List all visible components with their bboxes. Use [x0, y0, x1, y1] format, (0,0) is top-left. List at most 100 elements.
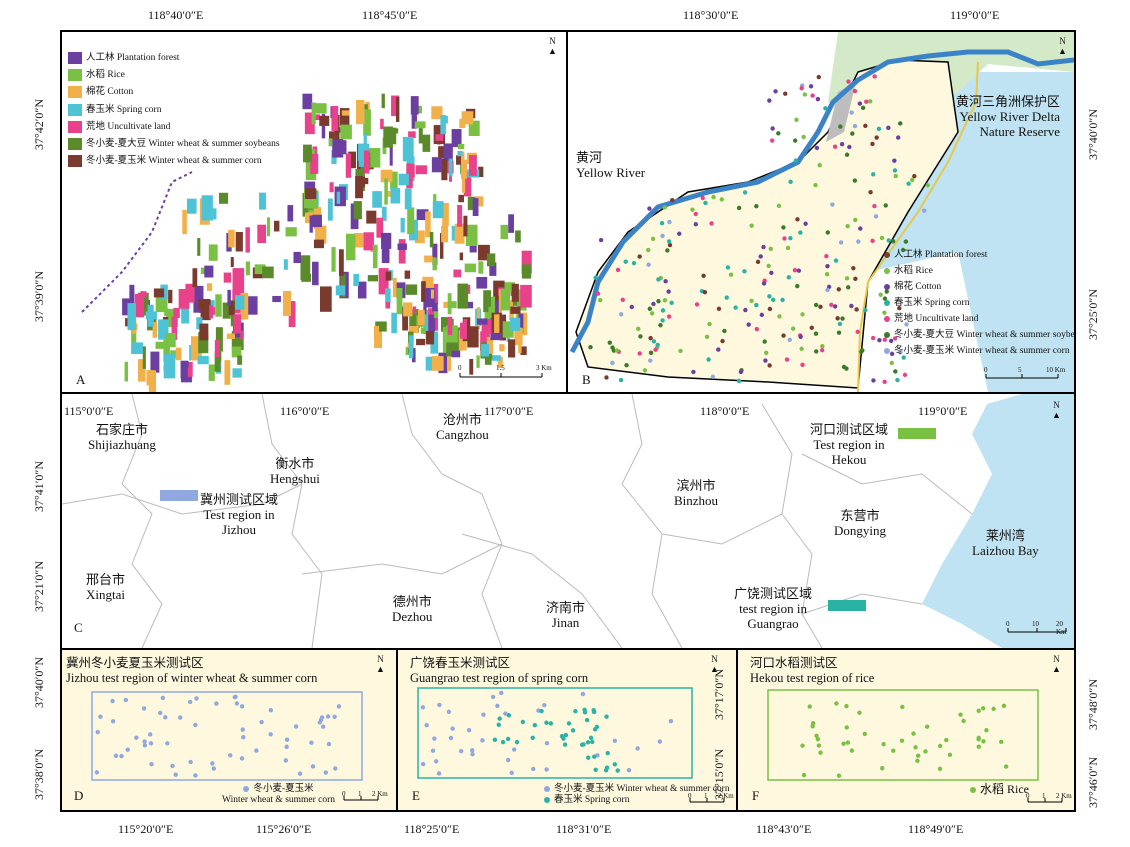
legend-a-entry-item: 冬小麦-夏玉米 Winter wheat & summer corn [68, 155, 280, 168]
sample-point [832, 144, 838, 149]
sample-point [448, 735, 454, 741]
sample-point [626, 768, 632, 773]
sample-point [893, 173, 898, 179]
sample-point [862, 731, 867, 737]
sample-point [810, 93, 815, 98]
sample-point [813, 302, 819, 308]
sample-point [818, 304, 823, 310]
sample-point [113, 753, 119, 758]
tick-c-119: 119°0′0″E [918, 404, 968, 418]
sample-point [505, 757, 511, 763]
field-parcel [208, 244, 218, 261]
field-parcel [441, 225, 449, 243]
sample-point [788, 236, 793, 241]
sample-point [808, 84, 814, 89]
sample-point [724, 295, 729, 300]
field-parcel [171, 316, 178, 340]
sample-point [320, 724, 326, 729]
sample-point [123, 697, 129, 703]
field-parcel [478, 261, 484, 274]
sample-point [662, 205, 667, 210]
sample-point [239, 756, 245, 761]
sample-point [736, 205, 742, 211]
scale-c-1: 10 [1032, 620, 1039, 628]
field-parcel [226, 333, 235, 339]
scale-b-0: 0 [984, 366, 988, 374]
reserve-label: 黄河三角洲保护区 Yellow River Delta Nature Reserve [956, 94, 1061, 139]
field-parcel [313, 239, 324, 249]
field-parcel [385, 190, 396, 197]
field-parcel [420, 327, 426, 334]
legend-swatch [68, 86, 82, 99]
field-parcel [372, 191, 382, 208]
region-guangrao-swatch [828, 600, 866, 611]
field-parcel [408, 131, 416, 139]
sample-point [783, 91, 788, 96]
field-parcel [454, 223, 465, 244]
sample-point [595, 291, 601, 296]
sample-point [604, 714, 609, 719]
sample-point [539, 708, 544, 714]
field-parcel [451, 129, 462, 148]
field-parcel [433, 283, 439, 305]
scale-c-2: 20 Km [1056, 620, 1067, 636]
sample-point [615, 267, 621, 273]
sample-point [333, 766, 338, 771]
field-parcel [273, 220, 280, 232]
field-parcel [518, 313, 524, 328]
field-parcel [381, 245, 390, 264]
sample-point [636, 326, 641, 332]
sample-point [884, 289, 889, 294]
legend-a-entry-item: 水稻 Rice [68, 69, 280, 82]
field-parcel [283, 290, 292, 316]
field-parcel [199, 323, 209, 341]
field-parcel [478, 244, 490, 261]
sample-point [807, 704, 812, 709]
tick-e-118-31: 118°31′0″E [556, 822, 612, 836]
sample-point [749, 298, 754, 304]
sample-point [709, 221, 714, 226]
field-parcel [467, 326, 479, 348]
field-parcel [164, 308, 169, 316]
sample-point [254, 748, 259, 753]
yellow-river-label: 黄河 Yellow River [576, 150, 646, 180]
field-parcel [468, 120, 480, 136]
sample-point [825, 287, 830, 293]
sample-point [420, 761, 426, 767]
sample-point [738, 369, 744, 375]
field-parcel [461, 172, 466, 193]
field-parcel [481, 319, 492, 334]
sample-point [819, 348, 825, 353]
sample-point [490, 694, 496, 700]
sample-point [803, 221, 808, 226]
legend-b-entry-item: 春玉米 Spring corn [884, 298, 1074, 309]
field-parcel [498, 289, 502, 316]
scale-a-1: 1.5 [496, 364, 505, 372]
sample-point [450, 726, 455, 731]
sample-point [580, 691, 586, 697]
field-parcel [341, 110, 350, 116]
sample-point [769, 270, 774, 276]
field-parcel [232, 268, 245, 293]
sample-point [607, 340, 612, 345]
field-parcel [428, 314, 436, 340]
sample-point [149, 762, 154, 767]
field-parcel [383, 126, 393, 148]
scale-e-0: 0 [688, 792, 692, 800]
city-dezhou: 德州市 Dezhou [392, 594, 433, 624]
sample-point [788, 179, 793, 184]
sample-point [733, 305, 738, 310]
sample-point [570, 728, 576, 733]
field-parcel [334, 186, 346, 207]
sample-point [663, 279, 668, 284]
sample-point [937, 743, 943, 749]
legend-label: 冬小麦-夏大豆 Winter wheat & summer soybeans [894, 330, 1076, 340]
sample-point [893, 369, 898, 374]
legend-swatch [68, 155, 82, 168]
scale-d-2: 2 Km [372, 790, 388, 798]
field-parcel [465, 301, 474, 309]
tick-f-37-48: 37°48′0″N [1086, 678, 1100, 730]
tick-c-117: 117°0′0″E [484, 404, 534, 418]
sample-point [670, 198, 675, 203]
sample-point [505, 736, 511, 742]
